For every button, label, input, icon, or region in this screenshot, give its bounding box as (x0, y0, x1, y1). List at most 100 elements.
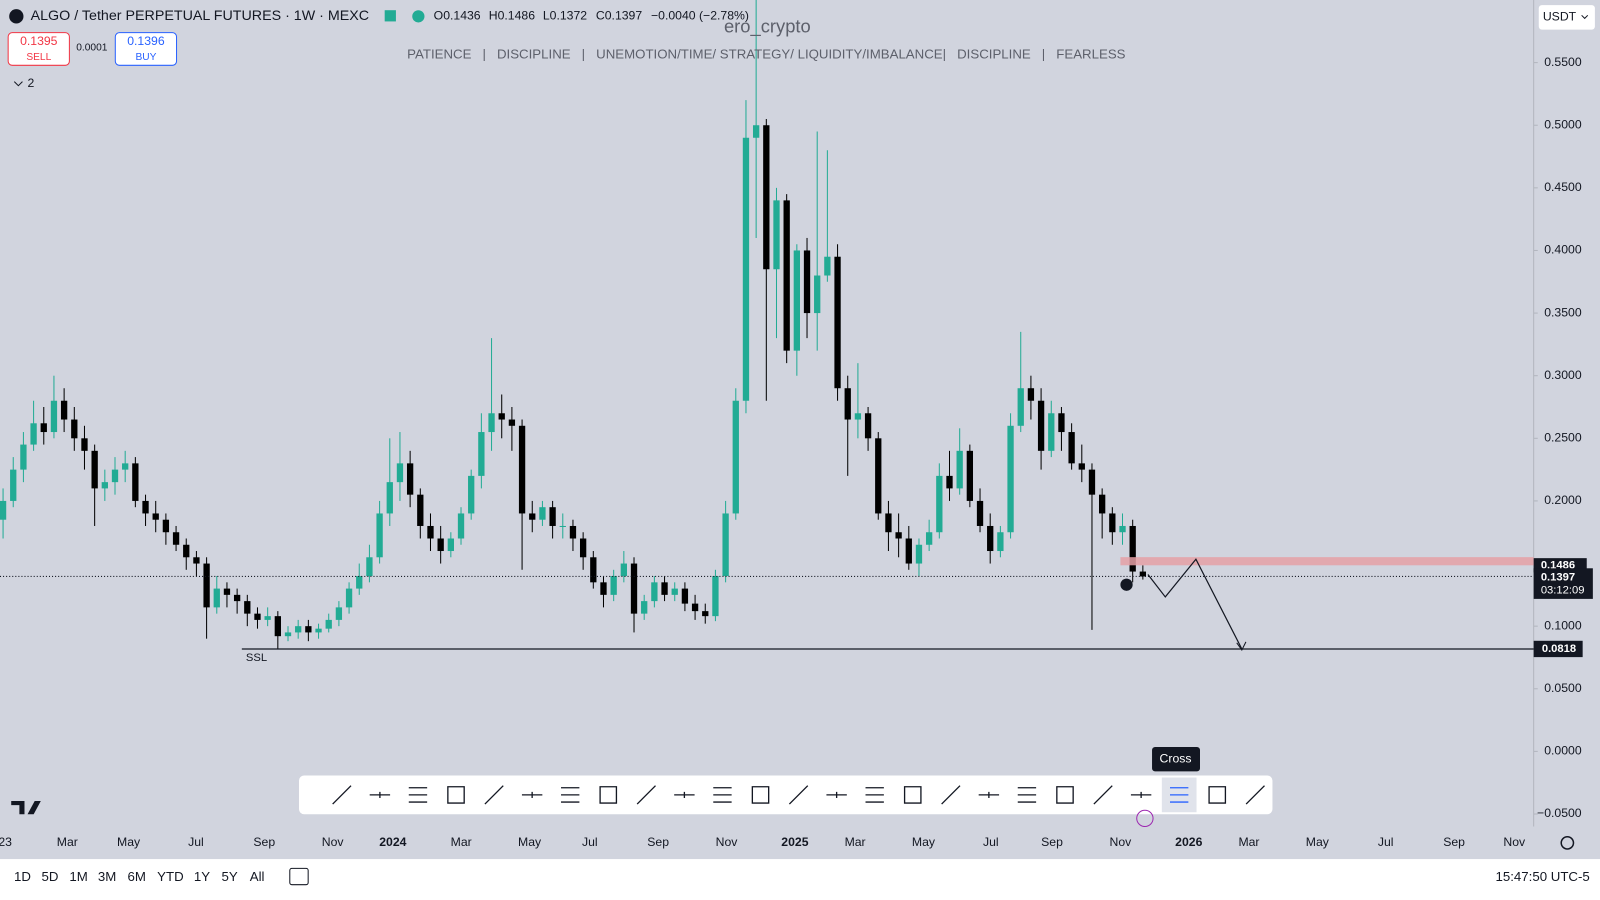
y-tick-label: 0.4500 (1544, 180, 1582, 194)
tool-icon[interactable] (1017, 787, 1037, 803)
range-button[interactable]: 5Y (221, 869, 237, 884)
tool-icon[interactable] (1056, 786, 1074, 804)
buy-button[interactable] (114, 32, 178, 66)
range-button[interactable]: 5D (42, 869, 59, 884)
clock: 15:47:50 UTC-5 (1496, 869, 1590, 884)
currency-select[interactable] (1538, 5, 1595, 30)
countdown: 03:12:09 (1541, 585, 1585, 597)
candle-body (457, 513, 465, 539)
collapse-icon[interactable] (13, 81, 23, 87)
candle-body (254, 613, 261, 620)
x-tick-label: Nov (1503, 835, 1526, 849)
y-tick-label: 0.1000 (1544, 618, 1582, 632)
candle-body (1027, 388, 1035, 401)
toolbar-icons (332, 777, 1265, 813)
range-button[interactable]: 6M (128, 869, 146, 884)
candle-body (71, 419, 78, 439)
candle-body (40, 423, 47, 433)
candle-body (895, 532, 902, 539)
range-button[interactable]: 3M (98, 869, 116, 884)
range-button[interactable]: 1M (69, 869, 87, 884)
candle-body (427, 525, 434, 539)
y-tick-label: 0.3500 (1544, 305, 1582, 319)
tool-icon[interactable] (941, 785, 961, 805)
candle-body (1088, 469, 1096, 495)
candle-body (518, 425, 526, 514)
candle-body (854, 413, 862, 420)
watermark: ero_crypto (724, 15, 811, 37)
candle-body (386, 482, 393, 514)
candle-body (641, 601, 648, 614)
settings-icon[interactable] (1560, 835, 1575, 850)
candle-body (376, 513, 383, 558)
candle-body (264, 616, 271, 620)
tool-icon[interactable] (484, 785, 504, 805)
candle-body (600, 582, 607, 595)
candle-body (712, 576, 719, 617)
y-tick-label: 0.5000 (1544, 117, 1582, 131)
x-tick-label: May (912, 835, 936, 849)
candle-body (803, 250, 811, 314)
candle-body (824, 256, 831, 276)
range-button[interactable]: 1D (14, 869, 31, 884)
tool-icon[interactable] (599, 786, 618, 804)
tool-icon[interactable] (521, 791, 543, 798)
candle-body (345, 588, 353, 608)
tool-icon[interactable] (1130, 791, 1152, 798)
tool-icon[interactable] (1245, 785, 1265, 805)
candle-body (1139, 571, 1147, 577)
candle-body (244, 601, 251, 614)
tool-icon[interactable] (865, 787, 884, 803)
tool-icon[interactable] (369, 791, 391, 798)
lightning-icon[interactable] (1136, 809, 1154, 828)
x-tick-label: 2024 (379, 835, 406, 849)
candle-body (1058, 413, 1065, 433)
drawing-toolbar (298, 775, 1273, 815)
candle-body (844, 388, 851, 420)
candle-body (60, 400, 68, 420)
tool-icon[interactable] (713, 787, 732, 803)
tool-icon[interactable] (1208, 786, 1227, 804)
candle-body (101, 482, 108, 489)
range-button[interactable]: YTD (157, 869, 184, 884)
candle-body (661, 582, 668, 595)
tool-icon[interactable] (903, 786, 922, 804)
symbol: ALGO / Tether PERPETUAL FUTURES · 1W · M… (31, 8, 369, 24)
tool-icon[interactable] (408, 787, 428, 803)
candle-body (925, 532, 933, 545)
tool-icon[interactable] (788, 785, 809, 805)
candle-body (284, 632, 292, 637)
range-button[interactable]: All (250, 869, 265, 884)
candle-body (203, 563, 210, 608)
tool-icon[interactable] (826, 791, 847, 798)
tool-icon[interactable] (1093, 785, 1113, 805)
tool-icon[interactable] (561, 787, 580, 803)
x-tick-label: Mar (57, 835, 78, 849)
tool-icon[interactable] (447, 786, 465, 804)
candle-body (814, 275, 821, 314)
tooltip (1152, 746, 1200, 772)
candle-body (630, 563, 638, 614)
tool-icon[interactable] (978, 791, 1000, 798)
date-range-icon[interactable] (289, 867, 309, 886)
candle-body (81, 438, 88, 451)
candle-body (549, 507, 556, 526)
tool-icon[interactable] (751, 786, 770, 804)
candle-body (132, 463, 139, 501)
tool-icon[interactable] (674, 791, 695, 798)
candle-body (976, 500, 984, 526)
range-button[interactable]: 1Y (194, 869, 210, 884)
tool-icon[interactable] (636, 785, 656, 805)
candle-body (0, 500, 7, 520)
ohlc-change: −0.0040 (−2.78%) (651, 9, 749, 23)
candle-body (488, 413, 495, 433)
sell-label: SELL (26, 52, 51, 63)
tool-icon[interactable] (332, 785, 352, 805)
x-tick-label: 2026 (1175, 835, 1202, 849)
sell-button[interactable] (7, 32, 70, 66)
tool-icon[interactable] (1170, 787, 1189, 803)
y-tick-label: 0.3000 (1544, 368, 1582, 382)
candle-body (793, 250, 801, 351)
x-tick-label: Sep (647, 835, 669, 849)
x-tick-label: Sep (253, 835, 275, 849)
